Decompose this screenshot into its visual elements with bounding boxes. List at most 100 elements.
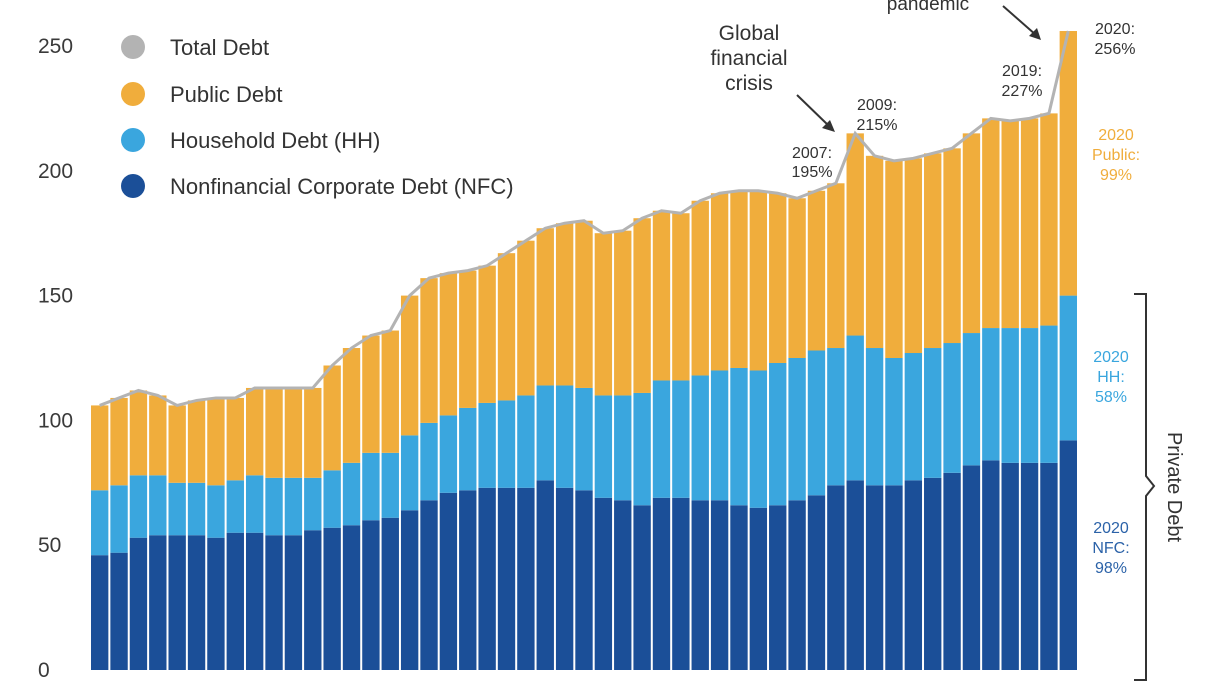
bar-household-9 — [265, 477, 283, 536]
bar-public-24 — [555, 223, 574, 386]
bar-household-6 — [207, 485, 225, 538]
bar-household-36 — [788, 358, 806, 501]
bar-household-5 — [187, 482, 206, 536]
bar-nfc-22 — [517, 487, 535, 670]
bar-nfc-47 — [1001, 462, 1019, 670]
bar-public-32 — [710, 193, 729, 371]
bar-public-45 — [962, 133, 981, 334]
bar-nfc-13 — [342, 525, 361, 670]
bar-household-28 — [633, 392, 651, 506]
bar-household-50 — [1059, 295, 1077, 441]
annotation-public-2020-l1: 2020 — [1098, 127, 1134, 144]
crisis-arrowhead — [822, 120, 835, 132]
bar-household-27 — [614, 395, 632, 501]
bar-public-40 — [865, 155, 884, 349]
bar-nfc-21 — [497, 487, 516, 670]
bar-nfc-24 — [555, 487, 574, 670]
bar-nfc-1 — [110, 552, 128, 670]
annotation-2020-value: 256% — [1095, 41, 1136, 58]
bar-public-10 — [284, 387, 303, 478]
bar-household-19 — [459, 407, 477, 491]
bar-public-12 — [323, 365, 341, 471]
bar-household-29 — [652, 380, 671, 498]
bar-public-2 — [129, 390, 148, 476]
bar-public-19 — [459, 270, 477, 408]
annotation-nfc-2020-l2: NFC: — [1092, 540, 1129, 557]
bar-public-21 — [497, 253, 516, 401]
bar-public-26 — [594, 233, 613, 396]
bar-nfc-14 — [362, 520, 380, 670]
y-tick-label-100: 100 — [38, 409, 73, 432]
annotation-nfc-2020-l3: 98% — [1095, 560, 1127, 577]
y-tick-label-50: 50 — [38, 534, 61, 557]
legend-swatch-public — [121, 82, 145, 106]
pandemic-arrowhead — [1029, 28, 1041, 40]
bar-public-4 — [168, 405, 186, 483]
bar-household-3 — [149, 475, 167, 536]
y-axis: 0 50 100 150 200 250 — [38, 35, 73, 682]
bar-public-38 — [827, 183, 845, 349]
bar-public-3 — [149, 395, 167, 476]
bar-nfc-31 — [691, 500, 709, 670]
bar-nfc-39 — [846, 480, 864, 670]
bar-public-18 — [439, 273, 458, 416]
bar-household-13 — [342, 462, 361, 526]
bars-layer — [91, 31, 1077, 670]
annotation-2009-value: 215% — [857, 117, 898, 134]
bar-public-37 — [807, 190, 826, 351]
bar-nfc-9 — [265, 535, 283, 670]
annotation-2019-value: 227% — [1002, 83, 1043, 100]
bar-household-39 — [846, 335, 864, 481]
bar-nfc-44 — [943, 472, 961, 670]
bar-public-36 — [788, 198, 806, 358]
bar-household-46 — [982, 328, 1000, 461]
legend-label-household: Household Debt (HH) — [170, 128, 380, 153]
bar-household-18 — [439, 415, 458, 493]
annotation-hh-2020-l2: HH: — [1097, 369, 1125, 386]
bar-nfc-5 — [187, 535, 206, 670]
annotation-2007-year: 2007: — [792, 145, 832, 162]
annotation-2007-value: 195% — [792, 164, 833, 181]
bar-household-15 — [381, 452, 399, 518]
bar-household-40 — [865, 348, 884, 486]
bar-nfc-50 — [1059, 440, 1077, 670]
bar-household-23 — [536, 385, 554, 481]
bar-household-2 — [129, 475, 148, 538]
bar-nfc-19 — [459, 490, 477, 670]
annotation-nfc-2020-l1: 2020 — [1093, 520, 1129, 537]
y-tick-label-250: 250 — [38, 35, 73, 58]
bar-nfc-28 — [633, 505, 651, 670]
bar-household-11 — [304, 477, 322, 531]
bar-public-15 — [381, 330, 399, 453]
annotation-2019-year: 2019: — [1002, 63, 1042, 80]
bar-nfc-36 — [788, 500, 806, 670]
bar-public-27 — [614, 230, 632, 396]
bar-nfc-26 — [594, 497, 613, 670]
bar-household-20 — [478, 402, 496, 488]
bar-public-17 — [420, 278, 438, 423]
annotation-public-2020-l3: 99% — [1100, 167, 1132, 184]
annotation-public-2020-l2: Public: — [1092, 147, 1140, 164]
y-tick-label-200: 200 — [38, 160, 73, 183]
annotation-crisis-line3: crisis — [725, 72, 773, 95]
bar-nfc-6 — [207, 537, 225, 670]
bar-nfc-40 — [865, 485, 884, 670]
legend-label-public: Public Debt — [170, 82, 283, 107]
private-debt-brace — [1134, 293, 1156, 681]
pandemic-arrow — [1002, 5, 1037, 36]
bar-nfc-4 — [168, 535, 186, 670]
legend-swatch-total — [121, 35, 145, 59]
bar-public-31 — [691, 200, 709, 376]
annotation-hh-2020-l3: 58% — [1095, 389, 1127, 406]
bar-household-49 — [1040, 325, 1058, 463]
bar-nfc-23 — [536, 480, 554, 670]
private-debt-label: Private Debt — [1163, 432, 1185, 542]
bar-household-47 — [1001, 328, 1019, 463]
bar-nfc-33 — [730, 505, 748, 670]
bar-nfc-45 — [962, 465, 981, 670]
crisis-arrow — [796, 94, 830, 127]
bar-public-39 — [846, 133, 864, 336]
annotation-crisis-line2: financial — [710, 47, 787, 70]
annotation-crisis-line1: Global — [719, 22, 780, 45]
